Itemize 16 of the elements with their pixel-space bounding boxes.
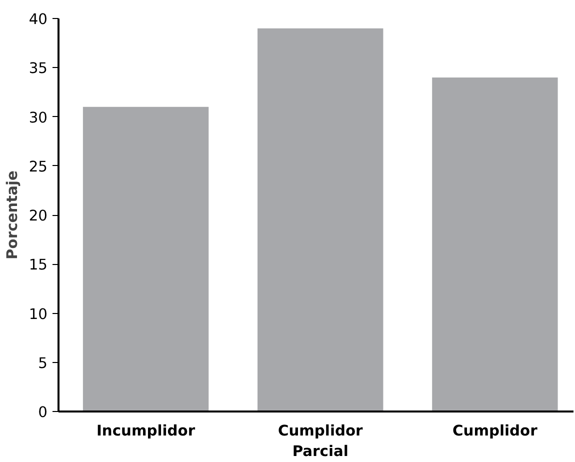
y-tick-label: 40 [28, 11, 48, 28]
y-tick-label: 25 [28, 158, 48, 176]
y-tick-label: 20 [28, 208, 48, 224]
y-tick-label: 35 [28, 60, 48, 78]
y-tick-label: 5 [38, 354, 48, 372]
x-tick-label: Cumplidor Parcial [278, 422, 364, 460]
bar [82, 106, 209, 412]
y-tick-label: 10 [28, 306, 48, 323]
y-tick-label: 15 [28, 256, 48, 274]
y-axis-title: Porcentaje [4, 170, 21, 260]
y-tick-label: 30 [28, 109, 48, 126]
x-tick-label: Cumplidor [452, 422, 538, 440]
y-tick-label: 0 [38, 404, 48, 421]
bar [432, 77, 558, 412]
bar [258, 28, 384, 412]
x-tick-label: Incumplidor [96, 422, 196, 440]
